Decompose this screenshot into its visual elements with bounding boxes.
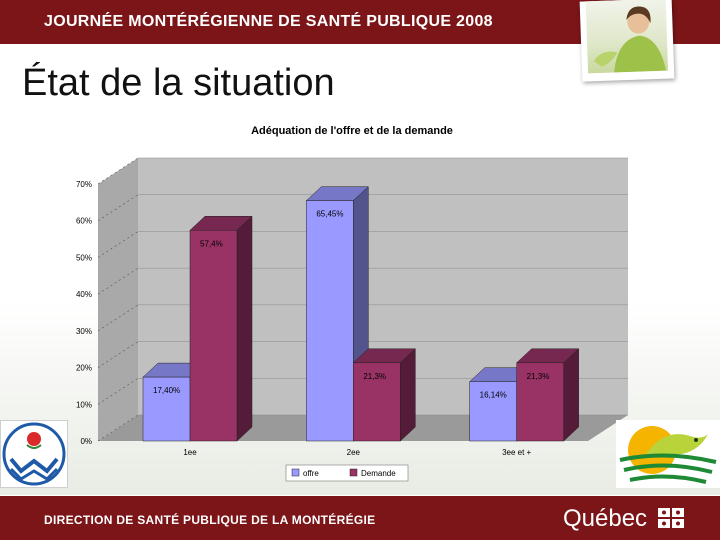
y-tick-label: 50% bbox=[76, 253, 92, 262]
bar-demande bbox=[353, 362, 401, 442]
bar-demande bbox=[189, 230, 238, 442]
y-tick-label: 30% bbox=[76, 327, 92, 336]
bar-value-label: 57,4% bbox=[200, 239, 223, 248]
bar-side-demande bbox=[236, 215, 253, 442]
right-organization-logo bbox=[616, 420, 720, 488]
x-axis-ticks: 1ee 2ee 3ee et + bbox=[183, 448, 531, 457]
bar-value-labels: 17,40% 57,4% 65,45% 21,3% 16,14% 21,3% bbox=[153, 210, 549, 400]
legend-label: offre bbox=[303, 469, 319, 478]
side-wall bbox=[98, 158, 138, 441]
header-photo bbox=[579, 0, 675, 82]
bar-offre bbox=[306, 200, 354, 442]
footer-title: DIRECTION DE SANTÉ PUBLIQUE DE LA MONTÉR… bbox=[44, 513, 376, 527]
chart-title: Adéquation de l'offre et de la demande bbox=[251, 125, 453, 137]
bar-demande bbox=[516, 362, 564, 442]
legend-label: Demande bbox=[361, 469, 396, 478]
x-tick-label: 3ee et + bbox=[502, 448, 531, 457]
bottom-banner: DIRECTION DE SANTÉ PUBLIQUE DE LA MONTÉR… bbox=[0, 496, 720, 540]
legend-swatch bbox=[291, 468, 300, 477]
y-tick-label: 60% bbox=[76, 217, 92, 226]
bar-side-demande bbox=[563, 348, 579, 442]
chart-legend: offre Demande bbox=[285, 464, 409, 482]
legend-box bbox=[285, 464, 409, 482]
back-wall bbox=[138, 158, 628, 415]
legend-swatch bbox=[349, 468, 358, 477]
y-tick-label: 70% bbox=[76, 180, 92, 189]
page-title: État de la situation bbox=[22, 62, 335, 104]
y-tick-label: 20% bbox=[76, 364, 92, 373]
bar-value-label: 65,45% bbox=[316, 210, 343, 219]
chart-bars bbox=[142, 186, 580, 442]
x-tick-label: 1ee bbox=[183, 448, 197, 457]
quebec-logo: Québec bbox=[563, 505, 684, 533]
quebec-wordmark-text: Québec bbox=[563, 505, 648, 532]
bar-value-label: 16,14% bbox=[480, 391, 507, 400]
y-axis-ticks: 0% 10% 20% 30% 40% 50% 60% 70% bbox=[76, 180, 92, 446]
left-organization-logo bbox=[0, 420, 68, 488]
bar-offre bbox=[469, 381, 517, 442]
bar-value-label: 21,3% bbox=[363, 372, 386, 381]
fleur-de-lis-flag-icon bbox=[657, 508, 684, 528]
bar-side-demande bbox=[400, 348, 416, 442]
photo-image bbox=[585, 0, 669, 74]
y-tick-label: 10% bbox=[76, 400, 92, 409]
bar-value-label: 17,40% bbox=[153, 386, 180, 395]
bar-value-label: 21,3% bbox=[527, 372, 550, 381]
banner-title: JOURNÉE MONTÉRÉGIENNE DE SANTÉ PUBLIQUE … bbox=[44, 13, 493, 30]
y-tick-label: 0% bbox=[80, 437, 92, 446]
y-tick-label: 40% bbox=[76, 290, 92, 299]
x-tick-label: 2ee bbox=[347, 448, 361, 457]
